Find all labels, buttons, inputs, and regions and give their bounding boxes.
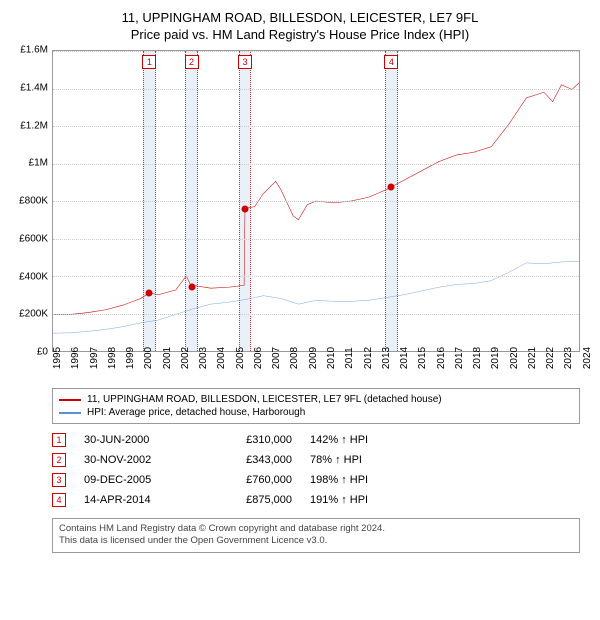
- legend-label: HPI: Average price, detached house, Harb…: [87, 407, 305, 418]
- series-hpi: [53, 261, 579, 333]
- sale-row-marker: 1: [52, 433, 66, 447]
- sale-date: 14-APR-2014: [84, 494, 194, 506]
- title-subtitle: Price paid vs. HM Land Registry's House …: [10, 27, 590, 42]
- legend-swatch: [59, 412, 81, 414]
- sale-price: £760,000: [212, 474, 292, 486]
- sale-row-marker: 2: [52, 453, 66, 467]
- y-axis-label: £600K: [10, 233, 48, 244]
- legend-swatch: [59, 399, 81, 401]
- footer-line1: Contains HM Land Registry data © Crown c…: [59, 523, 573, 535]
- sale-point: [188, 283, 195, 290]
- sale-row-marker: 4: [52, 493, 66, 507]
- gridline: [53, 314, 579, 315]
- title-address: 11, UPPINGHAM ROAD, BILLESDON, LEICESTER…: [10, 10, 590, 25]
- sale-pct: 198% ↑ HPI: [310, 474, 420, 486]
- sale-marker-3: 3: [238, 55, 252, 69]
- sale-pct: 78% ↑ HPI: [310, 454, 420, 466]
- sale-point: [388, 183, 395, 190]
- legend-item: HPI: Average price, detached house, Harb…: [59, 406, 573, 419]
- sale-point: [146, 289, 153, 296]
- gridline: [53, 201, 579, 202]
- sale-row: 4 14-APR-2014 £875,000 191% ↑ HPI: [52, 490, 580, 510]
- y-axis-label: £1M: [10, 158, 48, 169]
- sale-marker-4: 4: [384, 55, 398, 69]
- y-axis-label: £1.6M: [10, 45, 48, 56]
- gridline: [53, 126, 579, 127]
- x-axis-label: 2024: [582, 347, 600, 369]
- y-axis-label: £800K: [10, 196, 48, 207]
- legend-label: 11, UPPINGHAM ROAD, BILLESDON, LEICESTER…: [87, 394, 442, 405]
- sale-date: 09-DEC-2005: [84, 474, 194, 486]
- sale-marker-2: 2: [185, 55, 199, 69]
- sale-price: £875,000: [212, 494, 292, 506]
- sale-row: 2 30-NOV-2002 £343,000 78% ↑ HPI: [52, 450, 580, 470]
- sale-date: 30-NOV-2002: [84, 454, 194, 466]
- gridline: [53, 89, 579, 90]
- sale-row-marker: 3: [52, 473, 66, 487]
- chart-area: 1234 £0£200K£400K£600K£800K£1M£1.2M£1.4M…: [52, 50, 580, 380]
- gridline: [53, 164, 579, 165]
- sales-table: 1 30-JUN-2000 £310,000 142% ↑ HPI 2 30-NOV-20…: [52, 430, 580, 510]
- y-axis-label: £1.4M: [10, 82, 48, 93]
- sale-price: £343,000: [212, 454, 292, 466]
- footer-attribution: Contains HM Land Registry data © Crown c…: [52, 518, 580, 553]
- y-axis-label: £1.2M: [10, 120, 48, 131]
- sale-marker-1: 1: [142, 55, 156, 69]
- sale-pct: 142% ↑ HPI: [310, 434, 420, 446]
- chart-title: 11, UPPINGHAM ROAD, BILLESDON, LEICESTER…: [10, 10, 590, 42]
- sale-pct: 191% ↑ HPI: [310, 494, 420, 506]
- sale-date: 30-JUN-2000: [84, 434, 194, 446]
- sale-price: £310,000: [212, 434, 292, 446]
- y-axis-label: £400K: [10, 271, 48, 282]
- legend-item: 11, UPPINGHAM ROAD, BILLESDON, LEICESTER…: [59, 393, 573, 406]
- gridline: [53, 239, 579, 240]
- gridline: [53, 51, 579, 52]
- legend: 11, UPPINGHAM ROAD, BILLESDON, LEICESTER…: [52, 388, 580, 424]
- sale-row: 3 09-DEC-2005 £760,000 198% ↑ HPI: [52, 470, 580, 490]
- sale-row: 1 30-JUN-2000 £310,000 142% ↑ HPI: [52, 430, 580, 450]
- sale-point: [241, 205, 248, 212]
- plot-region: 1 2 3 4: [52, 50, 580, 352]
- series-property: [53, 83, 579, 315]
- footer-line2: This data is licensed under the Open Gov…: [59, 535, 573, 547]
- y-axis-label: £200K: [10, 309, 48, 320]
- y-axis-label: £0: [10, 347, 48, 358]
- gridline: [53, 276, 579, 277]
